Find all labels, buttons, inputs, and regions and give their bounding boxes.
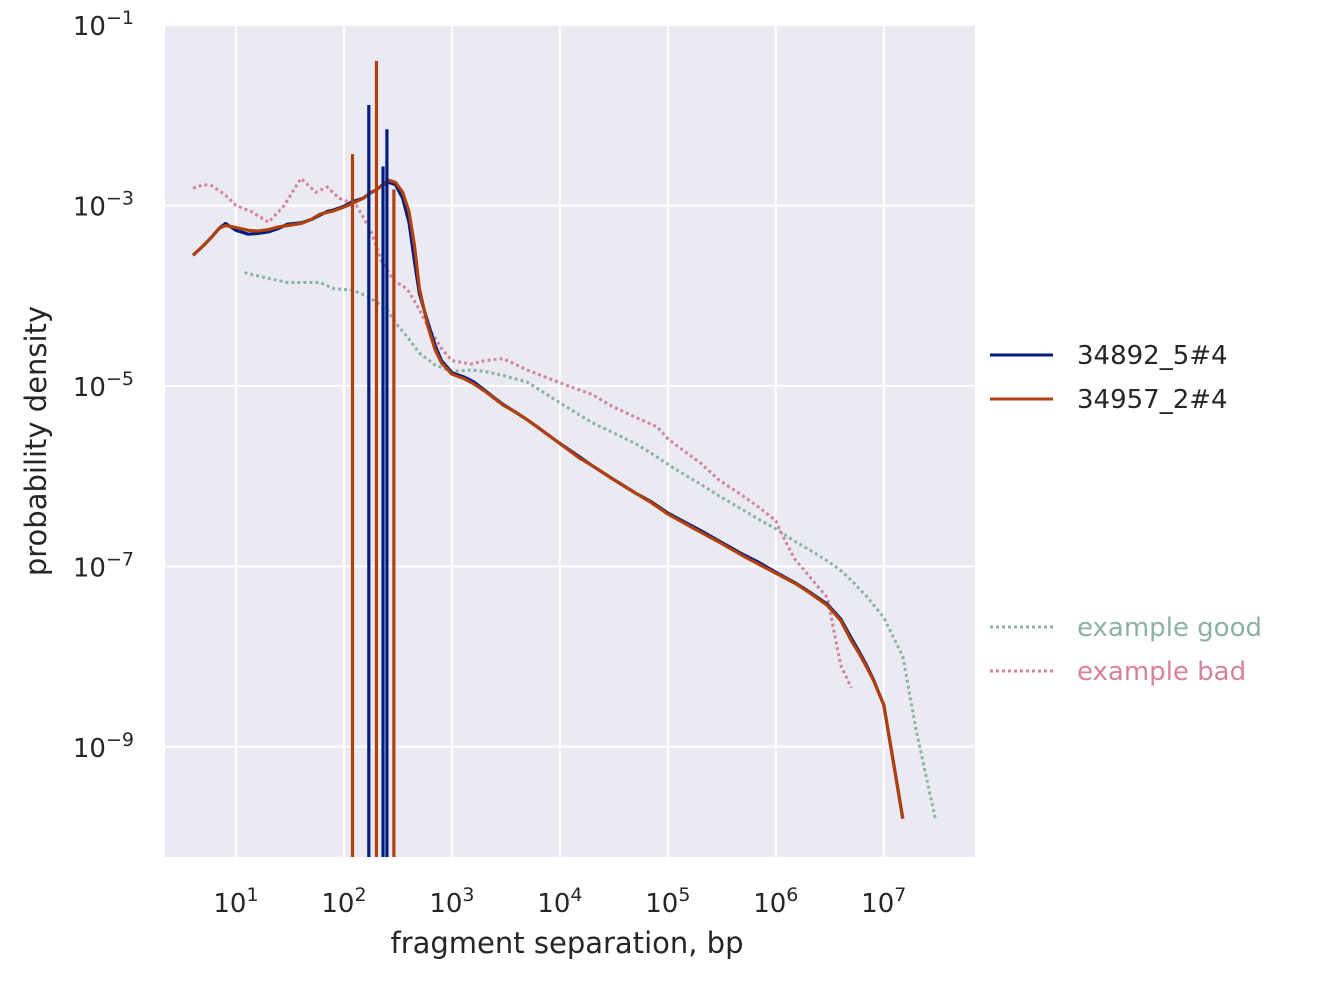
y-tick-label: 10−1 — [73, 7, 134, 42]
x-tick-label: 103 — [429, 884, 474, 919]
x-tick-label: 105 — [645, 884, 690, 919]
legend-label: example bad — [1077, 657, 1246, 687]
x-axis-label: fragment separation, bp — [391, 926, 744, 960]
legend-label: example good — [1077, 613, 1262, 643]
series-line-example-good — [244, 271, 937, 819]
series-layer — [191, 60, 937, 857]
series-line-34957-2-4 — [191, 178, 905, 819]
x-tick-label: 102 — [321, 884, 366, 919]
y-tick-label: 10−9 — [73, 729, 134, 764]
y-tick-labels: 10−9 10−7 10−5 10−3 10−1 — [73, 7, 134, 764]
x-tick-label: 107 — [861, 884, 906, 919]
y-tick-label: 10−5 — [73, 368, 134, 403]
legend-label: 34957_2#4 — [1077, 385, 1228, 415]
grid-lines — [165, 24, 975, 857]
y-axis-label: probability density — [19, 306, 53, 576]
y-tick-label: 10−3 — [73, 187, 134, 222]
legend-label: 34892_5#4 — [1077, 341, 1228, 371]
plot-background — [165, 25, 975, 857]
y-tick-label: 10−7 — [73, 548, 134, 583]
x-tick-label: 101 — [213, 884, 258, 919]
x-tick-label: 104 — [537, 884, 582, 919]
x-tick-labels: 101 102 103 104 105 106 107 — [213, 884, 906, 919]
x-tick-label: 106 — [753, 884, 798, 919]
